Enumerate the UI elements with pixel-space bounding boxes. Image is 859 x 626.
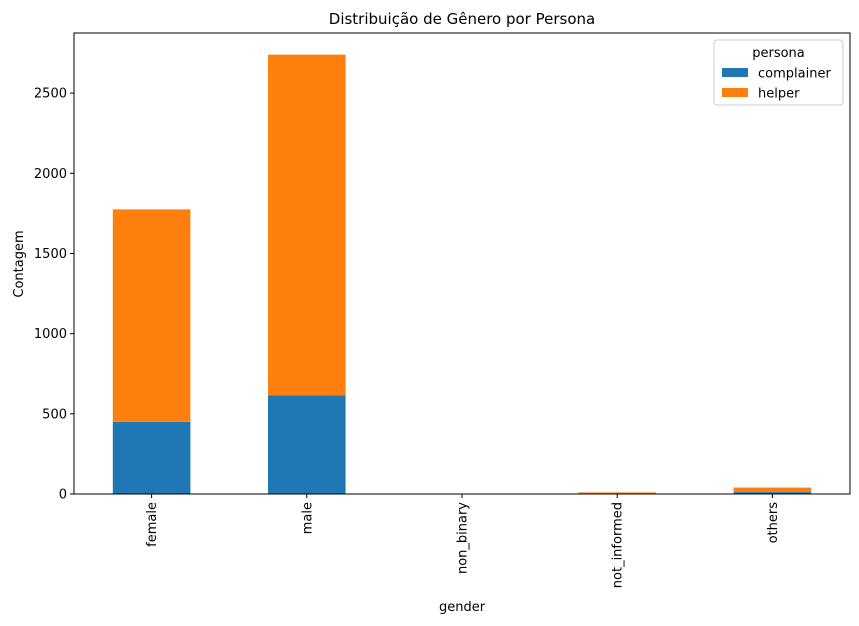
x-axis-label: gender <box>439 600 486 615</box>
y-tick-label: 500 <box>42 407 67 422</box>
chart-title: Distribuição de Gênero por Persona <box>329 10 595 28</box>
legend-swatch-complainer <box>722 68 748 77</box>
bar-helper-female <box>112 209 191 422</box>
bar-complainer-female <box>112 421 191 494</box>
bar-helper-others <box>733 487 812 493</box>
y-tick-label: 1500 <box>34 247 67 262</box>
y-tick-label: 2000 <box>34 167 67 182</box>
y-axis-label: Contagem <box>12 230 27 297</box>
legend-label-helper: helper <box>758 87 800 102</box>
legend-swatch-helper <box>722 88 748 97</box>
x-axis: female male non_binary not_informed others <box>145 494 781 588</box>
bar-complainer-others <box>733 492 812 494</box>
x-tick-label-female: female <box>145 502 160 547</box>
bar-helper-male <box>268 54 346 396</box>
legend: persona complainer helper <box>713 39 844 106</box>
bar-helper-not_informed <box>578 492 656 494</box>
x-tick-label-not_informed: not_informed <box>611 502 626 588</box>
y-axis: 0 500 1000 1500 2000 2500 <box>34 87 74 503</box>
x-tick-label-others: others <box>766 502 781 544</box>
y-tick-label: 2500 <box>34 87 67 102</box>
legend-label-complainer: complainer <box>758 67 831 82</box>
bars-group <box>112 54 812 494</box>
x-tick-label-non_binary: non_binary <box>456 502 471 574</box>
legend-title: persona <box>752 46 805 61</box>
y-tick-label: 0 <box>59 488 67 503</box>
bar-complainer-male <box>268 395 346 494</box>
x-tick-label-male: male <box>300 502 315 534</box>
plot-frame <box>73 32 851 495</box>
y-tick-label: 1000 <box>34 327 67 342</box>
